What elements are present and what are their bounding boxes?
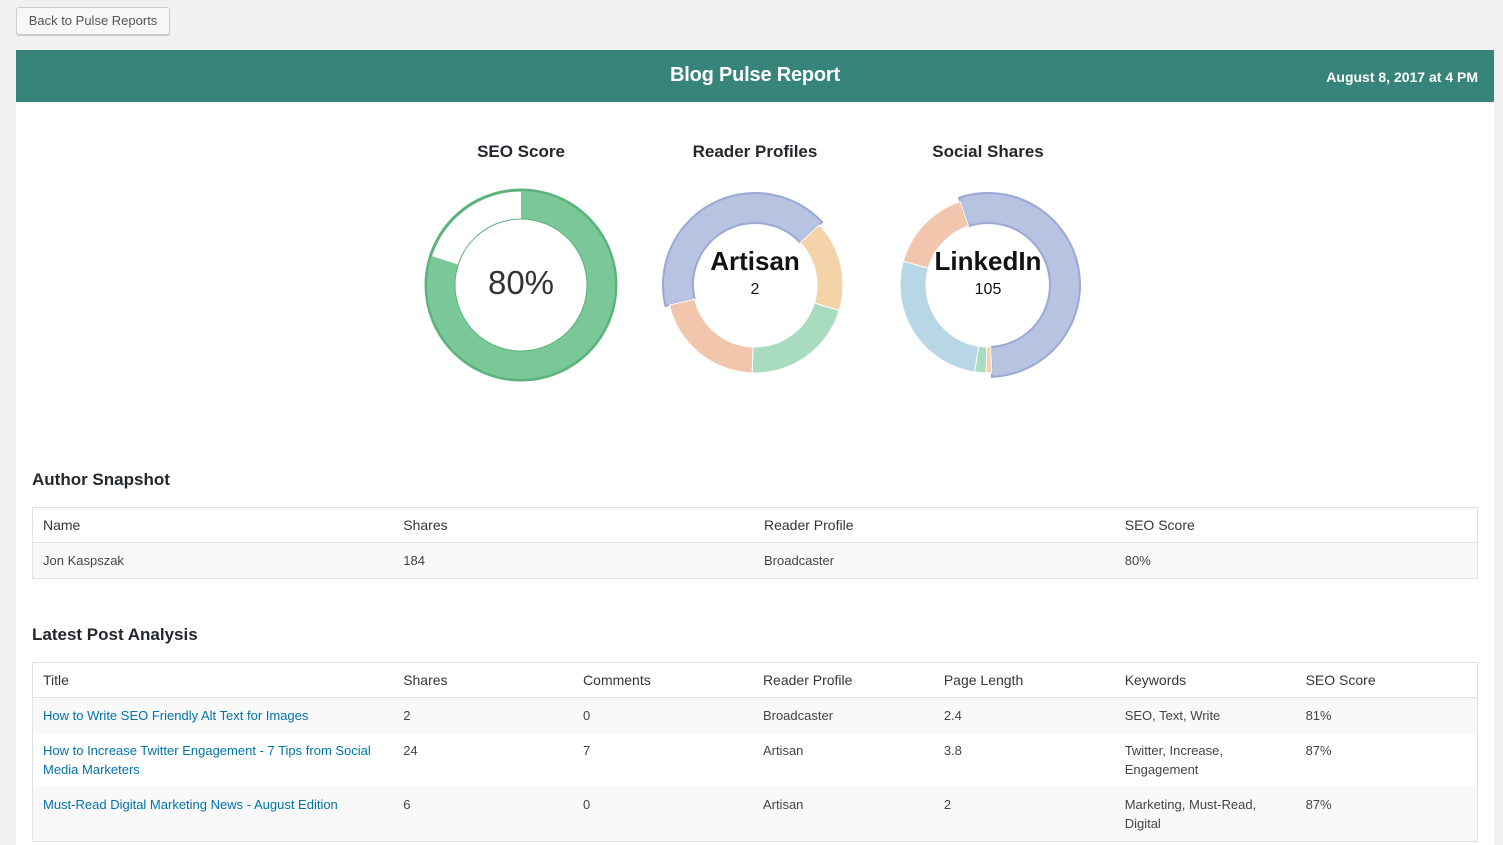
post-seo-score: 81%	[1295, 697, 1478, 733]
author-shares: 184	[393, 542, 754, 579]
column-header: Keywords	[1114, 662, 1296, 698]
post-keywords: Marketing, Must-Read, Digital	[1114, 787, 1296, 842]
author-seo-score: 80%	[1114, 542, 1478, 579]
column-header: SEO Score	[1295, 662, 1478, 698]
post-reader-profile: Artisan	[752, 787, 934, 842]
donut-slice	[902, 200, 970, 269]
donut-slice	[668, 298, 754, 374]
post-seo-score: 87%	[1295, 787, 1478, 842]
post-comments: 0	[573, 787, 753, 842]
table-header-row: Name Shares Reader Profile SEO Score	[32, 507, 1478, 543]
donut-slice	[957, 192, 1081, 378]
column-header: Reader Profile	[752, 662, 934, 698]
post-title-link[interactable]: Must-Read Digital Marketing News - Augus…	[43, 797, 338, 812]
post-shares: 2	[393, 697, 574, 733]
author-reader-profile: Broadcaster	[753, 542, 1115, 579]
column-header: Title	[32, 662, 394, 698]
post-title-link[interactable]: How to Write SEO Friendly Alt Text for I…	[43, 708, 309, 723]
seo-ring-inner	[454, 218, 588, 352]
post-shares: 24	[393, 733, 574, 787]
post-comments: 7	[573, 733, 753, 787]
column-header: Reader Profile	[753, 507, 1115, 543]
social-shares-title: Social Shares	[932, 142, 1044, 161]
seo-score-title: SEO Score	[477, 142, 565, 161]
reader-profiles-title: Reader Profiles	[692, 142, 818, 161]
post-keywords: SEO, Text, Write	[1114, 697, 1296, 733]
post-page-length: 3.8	[933, 733, 1115, 787]
seo-score-chart: SEO Score 80%	[406, 142, 636, 382]
latest-post-table: Title Shares Comments Reader Profile Pag…	[32, 662, 1478, 842]
author-snapshot-title: Author Snapshot	[32, 470, 170, 489]
reader-profiles-donut	[662, 192, 844, 374]
author-name: Jon Kaspszak	[32, 542, 394, 579]
post-page-length: 2	[933, 787, 1115, 842]
donut-slice	[662, 192, 824, 308]
reader-profiles-chart: Reader Profiles Artisan 2	[640, 142, 870, 374]
column-header: Shares	[393, 507, 754, 543]
post-comments: 0	[573, 697, 753, 733]
table-row: Jon Kaspszak 184 Broadcaster 80%	[32, 542, 1478, 579]
table-row: Must-Read Digital Marketing News - Augus…	[32, 787, 1478, 842]
social-shares-top-value: 105	[974, 281, 1002, 298]
column-header: Shares	[393, 662, 574, 698]
report-date: August 8, 2017 at 4 PM	[1326, 69, 1478, 85]
report-header: Blog Pulse Report August 8, 2017 at 4 PM	[16, 50, 1494, 102]
social-shares-donut	[899, 192, 1081, 378]
post-seo-score: 87%	[1295, 733, 1478, 787]
post-page-length: 2.4	[933, 697, 1115, 733]
reader-profiles-top-label: Artisan	[710, 246, 800, 276]
report-title: Blog Pulse Report	[670, 64, 840, 86]
post-reader-profile: Broadcaster	[752, 697, 934, 733]
column-header: SEO Score	[1114, 507, 1478, 543]
column-header: Name	[32, 507, 394, 543]
latest-post-analysis-title: Latest Post Analysis	[32, 625, 198, 644]
table-row: How to Write SEO Friendly Alt Text for I…	[32, 697, 1478, 733]
table-row: How to Increase Twitter Engagement - 7 T…	[32, 733, 1478, 787]
social-shares-chart: Social Shares LinkedIn 105	[873, 142, 1103, 378]
post-title-link[interactable]: How to Increase Twitter Engagement - 7 T…	[43, 743, 371, 777]
donut-slice	[751, 302, 840, 374]
post-keywords: Twitter, Increase, Engagement	[1114, 733, 1296, 787]
seo-score-donut	[424, 188, 618, 382]
social-shares-top-label: LinkedIn	[934, 246, 1042, 276]
table-header-row: Title Shares Comments Reader Profile Pag…	[32, 662, 1478, 698]
reader-profiles-top-value: 2	[750, 281, 760, 298]
column-header: Comments	[573, 662, 753, 698]
post-shares: 6	[393, 787, 574, 842]
column-header: Page Length	[933, 662, 1115, 698]
report-panel: Blog Pulse Report August 8, 2017 at 4 PM…	[16, 50, 1494, 845]
seo-score-value: 80%	[487, 264, 555, 301]
back-to-pulse-reports-button[interactable]: Back to Pulse Reports	[16, 7, 170, 35]
post-reader-profile: Artisan	[752, 733, 934, 787]
author-snapshot-table: Name Shares Reader Profile SEO Score Jon…	[32, 507, 1478, 579]
